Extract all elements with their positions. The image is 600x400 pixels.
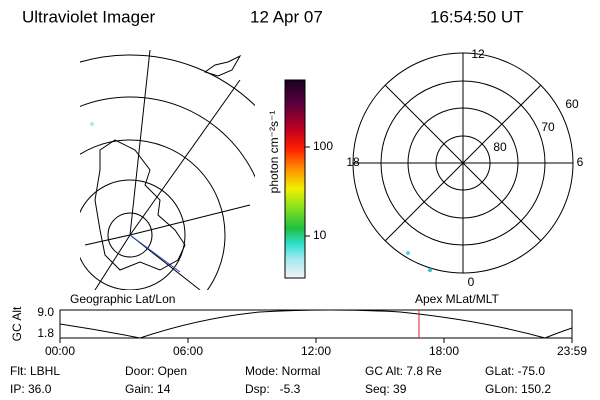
polar-label: 12 (471, 47, 485, 61)
status-item: Seq: 39 (365, 382, 407, 396)
geographic-map (80, 49, 255, 290)
time: 16:54:50 UT (430, 7, 524, 26)
altitude-tick: 1.8 (37, 326, 54, 340)
status-panel: Flt: LBHL Door: Open Mode: Normal GC Alt: 7… (10, 364, 551, 396)
status-item: GC Alt: 7.8 Re (365, 364, 442, 378)
panel-label: Apex MLat/MLT (415, 292, 499, 306)
polar-label: 60 (565, 97, 579, 111)
polar-label: 18 (346, 155, 360, 169)
polar-label: 6 (577, 155, 584, 169)
polar-label: 80 (493, 140, 507, 154)
colorbar-tick-label: 100 (313, 139, 333, 153)
altitude-label: GC Alt (10, 306, 24, 341)
status-item: Mode: Normal (245, 364, 320, 378)
time-tick: 00:00 (45, 344, 75, 358)
altitude-tick: 9.0 (37, 305, 54, 319)
status-item: Door: Open (125, 364, 187, 378)
polar-label: 70 (541, 120, 555, 134)
altitude-plot (59, 309, 573, 343)
polar-plot (352, 52, 574, 274)
colorbar (284, 79, 306, 279)
panel-label: Geographic Lat/Lon (70, 292, 175, 306)
status-item: Dsp: -5.3 (245, 382, 301, 396)
time-tick: 23:59 (557, 344, 587, 358)
status-item: Flt: LBHL (10, 364, 60, 378)
colorbar-label: photon cm⁻²s⁻¹ (267, 111, 281, 194)
time-tick: 18:00 (429, 344, 459, 358)
status-item: IP: 36.0 (10, 382, 52, 396)
polar-label: 0 (468, 275, 475, 289)
time-tick: 06:00 (173, 344, 203, 358)
title: Ultraviolet Imager (22, 7, 156, 26)
date: 12 Apr 07 (250, 7, 323, 26)
status-item: GLon: 150.2 (485, 382, 551, 396)
time-tick: 12:00 (301, 344, 331, 358)
colorbar-tick-label: 10 (313, 228, 327, 242)
status-item: GLat: -75.0 (485, 364, 545, 378)
status-item: Gain: 14 (125, 382, 171, 396)
